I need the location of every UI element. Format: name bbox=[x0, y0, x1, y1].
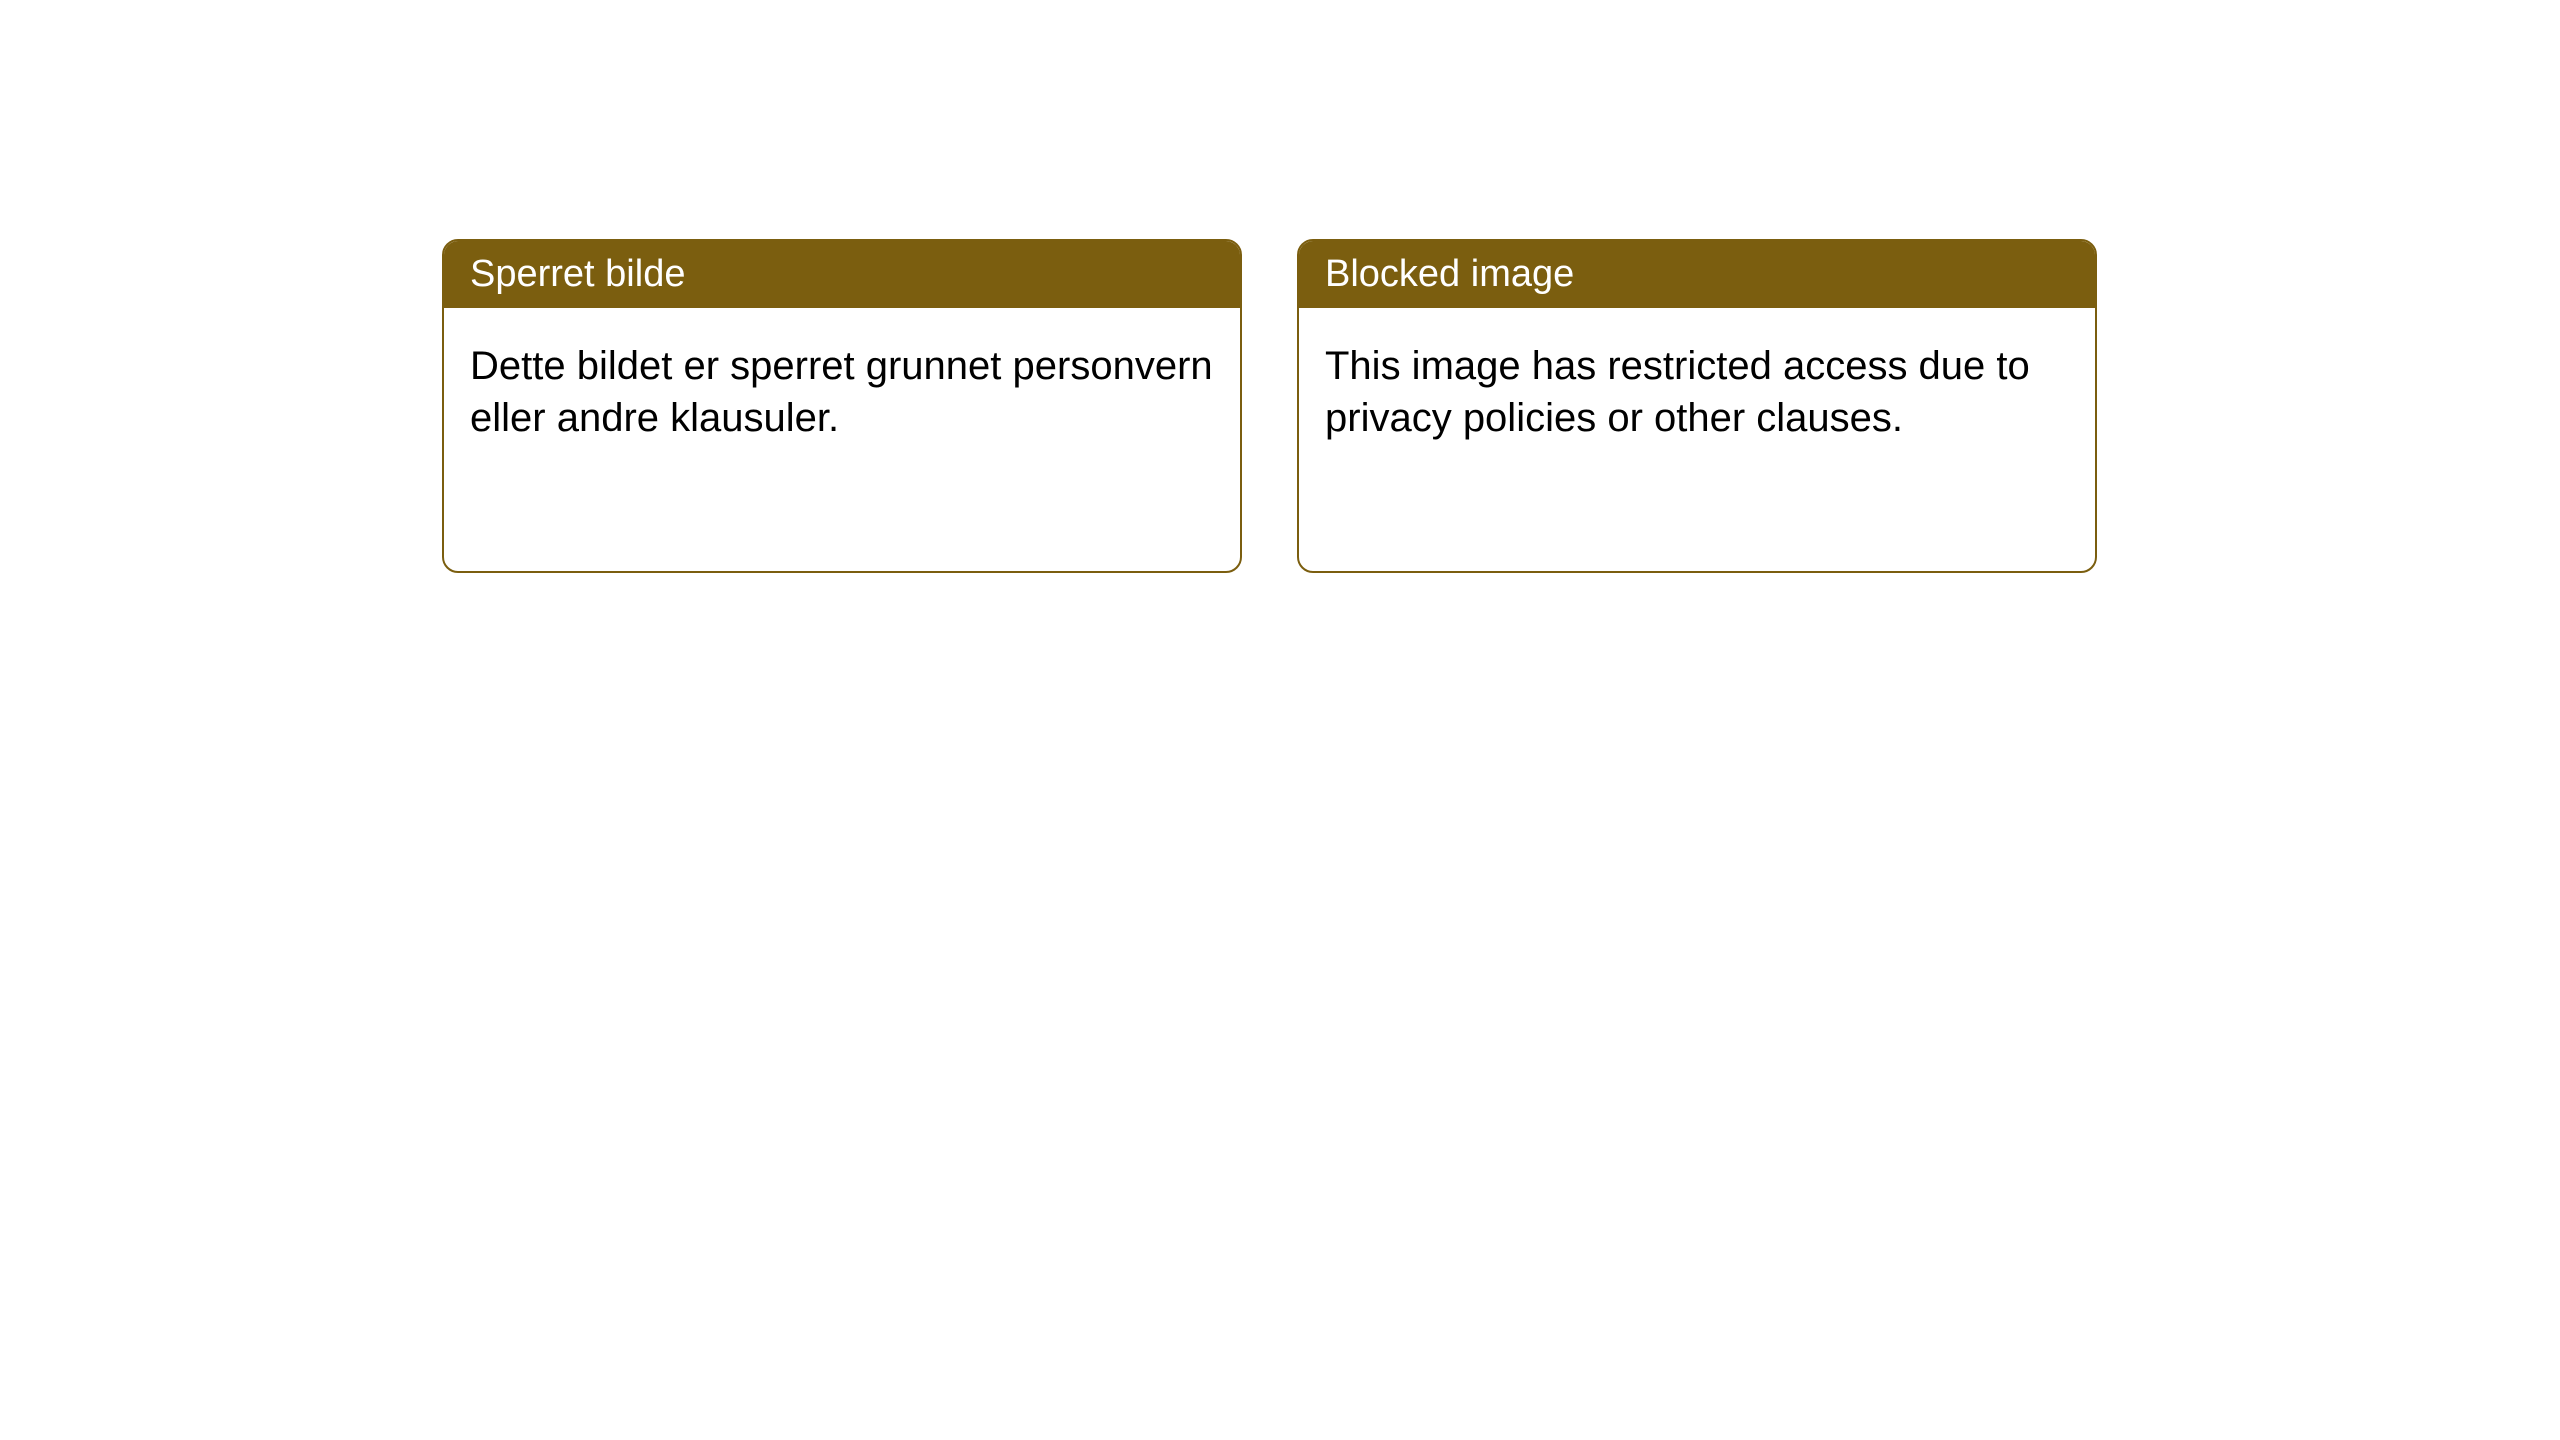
notice-body-text: Dette bildet er sperret grunnet personve… bbox=[470, 344, 1213, 440]
notice-title: Blocked image bbox=[1325, 253, 1574, 295]
notice-card-english: Blocked image This image has restricted … bbox=[1297, 239, 2097, 573]
notice-header: Sperret bilde bbox=[444, 241, 1240, 308]
notice-title: Sperret bilde bbox=[470, 253, 685, 295]
notice-body: Dette bildet er sperret grunnet personve… bbox=[444, 308, 1240, 476]
notice-container: Sperret bilde Dette bildet er sperret gr… bbox=[0, 0, 2560, 573]
notice-body: This image has restricted access due to … bbox=[1299, 308, 2095, 476]
notice-header: Blocked image bbox=[1299, 241, 2095, 308]
notice-card-norwegian: Sperret bilde Dette bildet er sperret gr… bbox=[442, 239, 1242, 573]
notice-body-text: This image has restricted access due to … bbox=[1325, 344, 2030, 440]
